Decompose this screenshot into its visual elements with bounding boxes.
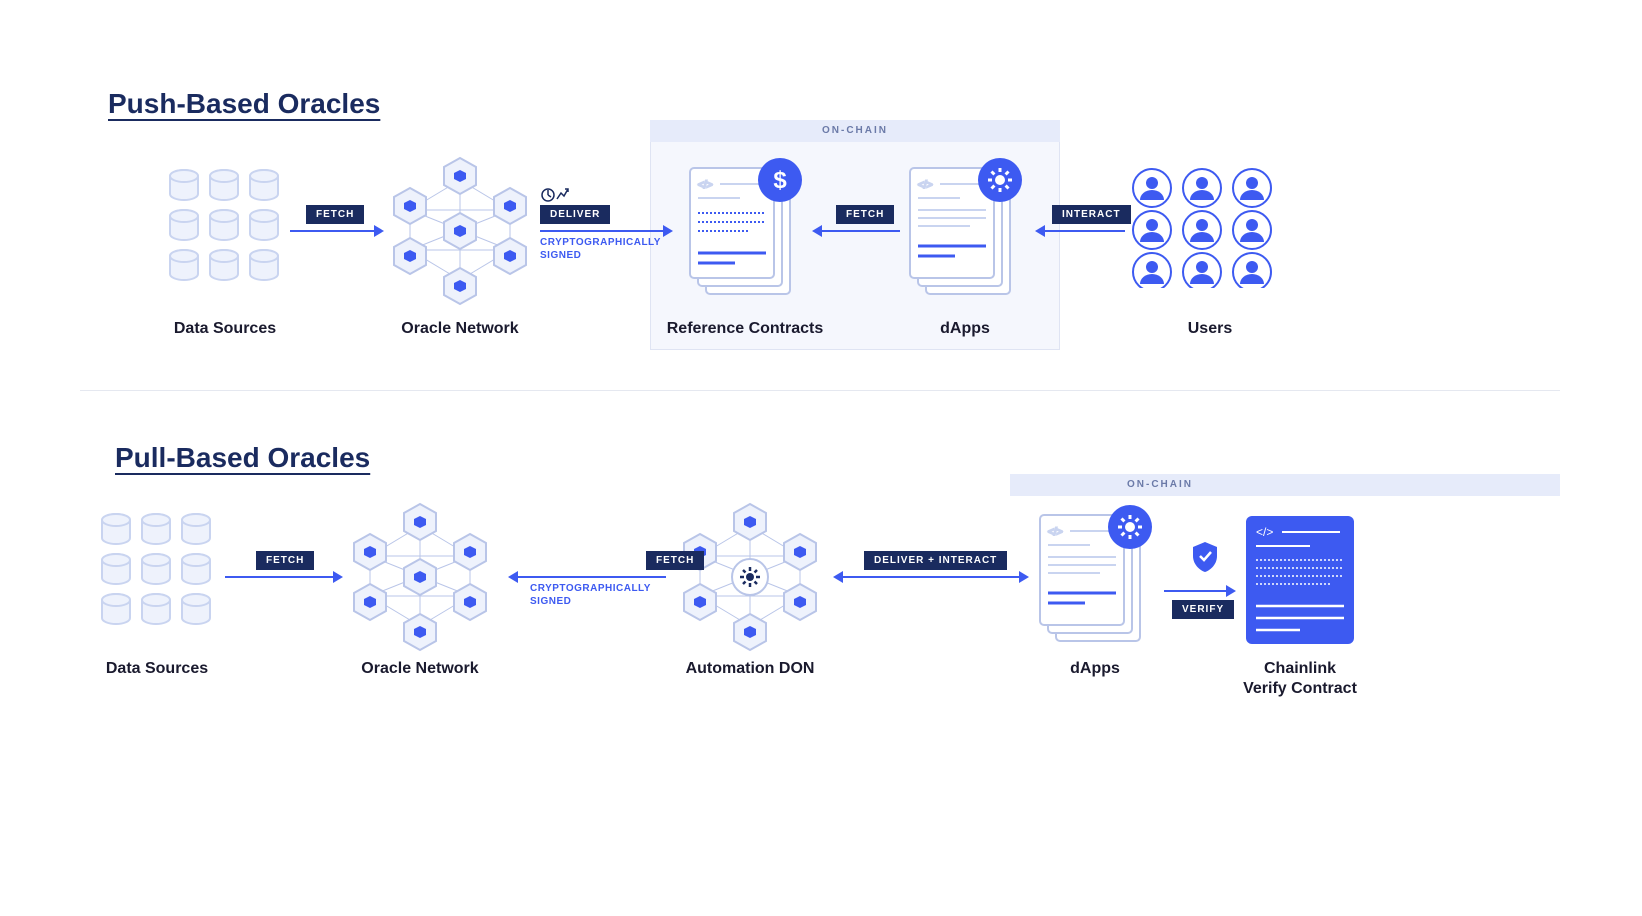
push-title: Push-Based Oracles (108, 88, 380, 120)
pull-arrow-4-tag: VERIFY (1172, 600, 1234, 619)
dapps-label: dApps (900, 320, 1030, 338)
data-sources-icon (166, 168, 286, 288)
push-arrow-1-tag: FETCH (306, 205, 364, 224)
pull-arrow-1 (225, 576, 335, 578)
push-arrow-3-tag: FETCH (836, 205, 894, 224)
verify-contract-label-1: Chainlink (1225, 660, 1375, 678)
arrow-head-icon (1035, 225, 1045, 237)
pull-data-sources-icon (98, 512, 218, 632)
pull-arrow-2-subtext: CRYPTOGRAPHICALLY SIGNED (530, 582, 651, 608)
push-arrow-1 (290, 230, 376, 232)
svg-text:</>: </> (1256, 525, 1273, 539)
pull-oracle-network-icon (340, 496, 500, 656)
pull-arrow-2-tag: FETCH (646, 551, 704, 570)
pull-data-sources-label: Data Sources (82, 660, 232, 678)
pull-oracle-network-label: Oracle Network (340, 660, 500, 678)
users-icon (1130, 168, 1290, 288)
push-arrow-4-tag: INTERACT (1052, 205, 1131, 224)
pull-arrow-4 (1164, 590, 1228, 592)
onchain-label-pull: ON-CHAIN (1010, 479, 1310, 490)
push-arrow-3 (820, 230, 900, 232)
arrow-head-icon (1226, 585, 1236, 597)
pull-dapps-label: dApps (1030, 660, 1160, 678)
dapps-icon: </> (900, 158, 1030, 308)
arrow-head-icon (508, 571, 518, 583)
svg-text:</>: </> (918, 180, 933, 191)
svg-text:$: $ (773, 167, 787, 194)
pull-dapps-icon: </> (1030, 505, 1160, 655)
pull-arrow-3 (841, 576, 1021, 578)
push-arrow-2-subtext: CRYPTOGRAPHICALLY SIGNED (540, 236, 661, 262)
pull-title: Pull-Based Oracles (115, 442, 370, 474)
pull-arrow-1-tag: FETCH (256, 551, 314, 570)
arrow-head-icon (833, 571, 843, 583)
arrow-head-icon (333, 571, 343, 583)
push-arrow-2 (540, 230, 665, 232)
arrow-head-icon (812, 225, 822, 237)
arrow-head-icon (1019, 571, 1029, 583)
reference-contracts-label: Reference Contracts (655, 320, 835, 338)
users-label: Users (1130, 320, 1290, 338)
shield-icon (1190, 540, 1220, 574)
verify-contract-label-2: Verify Contract (1225, 680, 1375, 698)
push-arrow-4 (1043, 230, 1125, 232)
verify-contract-icon: </> (1240, 510, 1360, 650)
oracle-network-icon (380, 150, 540, 310)
automation-don-icon (670, 496, 830, 656)
automation-don-label: Automation DON (670, 660, 830, 678)
pull-arrow-2 (516, 576, 666, 578)
data-sources-label: Data Sources (150, 320, 300, 338)
svg-text:</>: </> (698, 180, 713, 191)
svg-text:</>: </> (1048, 527, 1063, 538)
pull-arrow-3-tag: DELIVER + INTERACT (864, 551, 1007, 570)
onchain-label-push: ON-CHAIN (650, 125, 1060, 136)
oracle-network-label: Oracle Network (380, 320, 540, 338)
arrow-head-icon (663, 225, 673, 237)
section-divider (80, 390, 1560, 391)
push-arrow-2-tag: DELIVER (540, 205, 610, 224)
clock-trend-icon (540, 185, 570, 203)
reference-contracts-icon: </> $ (680, 158, 810, 308)
arrow-head-icon (374, 225, 384, 237)
